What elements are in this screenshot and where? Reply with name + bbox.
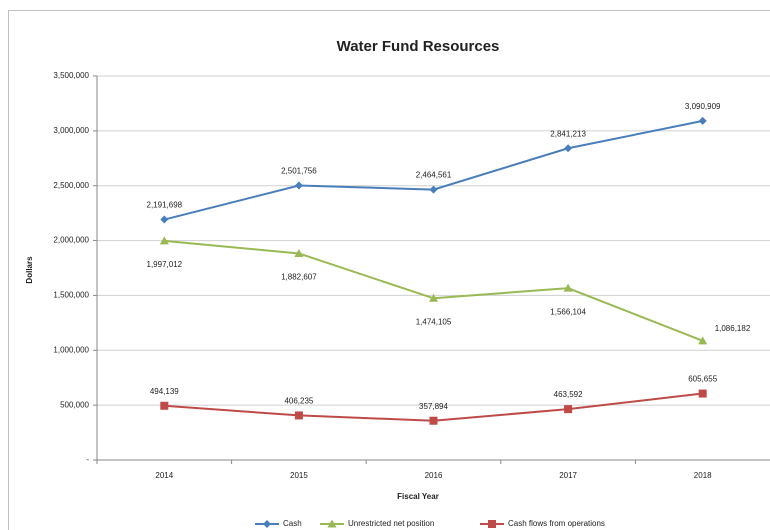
data-label: 3,090,909: [685, 102, 721, 111]
marker: [160, 401, 169, 410]
data-label: 2,191,698: [147, 201, 183, 210]
y-tick-label: -: [86, 455, 89, 464]
marker: [698, 336, 708, 345]
y-tick-label: 2,500,000: [53, 181, 89, 190]
data-label: 1,474,105: [416, 317, 452, 326]
marker: [159, 236, 169, 245]
data-label: 1,882,607: [281, 273, 317, 282]
marker: [429, 416, 438, 425]
data-label: 2,501,756: [281, 167, 317, 176]
chart-title: Water Fund Resources: [337, 38, 500, 55]
marker: [429, 293, 438, 302]
marker: [698, 389, 707, 398]
marker: [698, 116, 707, 125]
marker: [327, 519, 337, 528]
data-label: 463,592: [554, 390, 583, 399]
x-tick-label: 2015: [290, 471, 308, 480]
chart-frame: [8, 10, 770, 530]
legend-label: Cash: [283, 519, 302, 528]
x-tick-label: 2014: [155, 471, 173, 480]
data-label: 406,235: [284, 397, 313, 406]
marker: [294, 181, 303, 190]
y-tick-label: 1,500,000: [53, 291, 89, 300]
data-label: 357,894: [419, 402, 448, 411]
marker: [429, 185, 438, 194]
data-label: 2,464,561: [416, 171, 452, 180]
marker: [160, 215, 169, 224]
marker: [488, 520, 496, 528]
marker: [564, 144, 573, 153]
y-tick-label: 3,000,000: [53, 126, 89, 135]
x-tick-label: 2018: [694, 471, 712, 480]
y-axis-title: Dollars: [25, 256, 34, 284]
data-label: 2,841,213: [550, 129, 586, 138]
y-tick-label: 2,000,000: [53, 236, 89, 245]
marker: [563, 283, 573, 292]
data-label: 1,086,182: [715, 324, 751, 333]
marker: [263, 520, 271, 528]
data-label: 494,139: [150, 387, 179, 396]
legend-label: Unrestricted net position: [348, 519, 434, 528]
x-tick-label: 2017: [559, 471, 577, 480]
legend-label: Cash flows from operations: [508, 519, 605, 528]
y-tick-label: 500,000: [60, 400, 89, 409]
y-tick-label: 1,000,000: [53, 345, 89, 354]
x-tick-label: 2016: [425, 471, 443, 480]
data-label: 1,997,012: [147, 260, 183, 269]
marker: [294, 411, 303, 420]
marker: [564, 405, 573, 414]
y-tick-label: 3,500,000: [53, 71, 89, 80]
x-axis-title: Fiscal Year: [397, 492, 439, 501]
data-label: 605,655: [688, 375, 717, 384]
data-label: 1,566,104: [550, 307, 586, 316]
marker: [294, 248, 304, 257]
